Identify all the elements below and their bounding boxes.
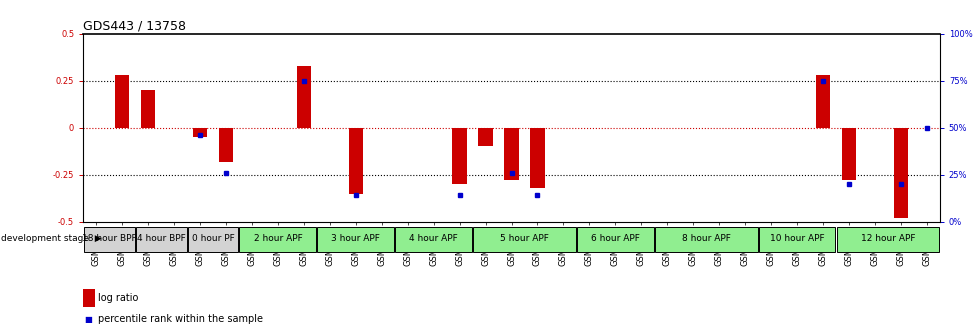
Bar [240,226,316,252]
Text: 2 hour APF: 2 hour APF [253,234,302,243]
Bar [193,128,207,137]
Bar [758,226,834,252]
Text: 6 hour APF: 6 hour APF [591,234,640,243]
Text: 10 hour APF: 10 hour APF [769,234,823,243]
Text: 8 hour APF: 8 hour APF [681,234,730,243]
Bar [654,226,757,252]
Text: 0 hour PF: 0 hour PF [192,234,234,243]
Bar [504,128,518,180]
Text: 5 hour APF: 5 hour APF [500,234,549,243]
Text: 18 hour BPF: 18 hour BPF [82,234,136,243]
Bar [478,128,492,146]
Bar [84,226,134,252]
Bar [395,226,471,252]
Bar [317,226,394,252]
Bar [841,128,855,180]
Text: log ratio: log ratio [98,293,138,303]
Bar [141,90,156,128]
Text: ■: ■ [84,315,92,324]
Bar [893,128,908,218]
Bar [452,128,467,184]
Text: 3 hour APF: 3 hour APF [331,234,379,243]
Bar [136,226,187,252]
Bar [296,66,311,128]
Bar [348,128,363,194]
Bar [472,226,575,252]
Bar [835,226,938,252]
Text: development stage  ▶: development stage ▶ [1,234,102,243]
Bar [530,128,544,188]
Text: 12 hour APF: 12 hour APF [860,234,914,243]
Text: 4 hour BPF: 4 hour BPF [137,234,185,243]
Text: GDS443 / 13758: GDS443 / 13758 [83,19,186,33]
Bar [219,128,233,162]
Text: percentile rank within the sample: percentile rank within the sample [98,314,263,324]
Text: 4 hour APF: 4 hour APF [409,234,458,243]
Bar [188,226,239,252]
Bar [815,75,829,128]
Bar [576,226,653,252]
Bar [114,75,129,128]
